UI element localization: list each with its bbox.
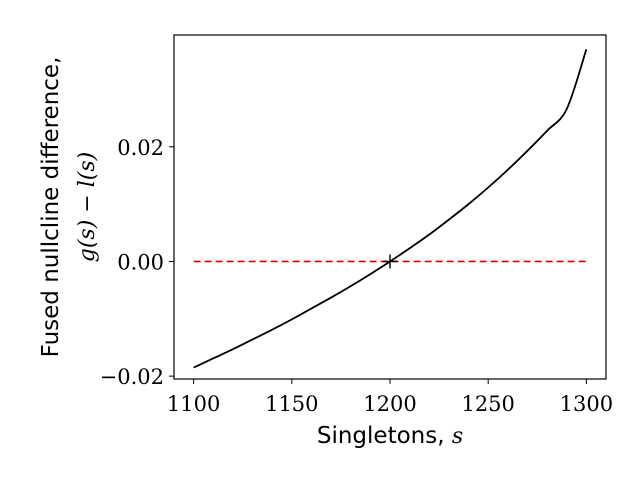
x-tick-label: 1150 [265,392,318,416]
x-tick-label: 1300 [560,392,613,416]
x-axis-title: Singletons, s [317,423,463,449]
series-layer [193,49,588,369]
equilibrium-marker [383,254,397,269]
y-tick-label: 0.02 [117,136,164,160]
plot-area-frame [173,34,607,380]
x-tick-label: 1250 [461,392,514,416]
x-axis-title-variable: s [452,424,463,449]
x-axis-title-text: Singletons, [317,423,452,449]
x-tick-label: 1200 [363,392,416,416]
x-tick-label: 1100 [167,392,220,416]
ticks-layer: 1100 1150 1200 1250 1300 −0.02 0.00 0.02 [100,136,613,416]
y-axis-title-expression: g(s) − l(s) [75,152,100,262]
y-tick-label: 0.00 [117,250,164,274]
nullcline-difference-line [193,49,588,369]
y-axis-title: Fused nullcline difference, [38,57,64,358]
y-tick-label: −0.02 [100,365,164,389]
